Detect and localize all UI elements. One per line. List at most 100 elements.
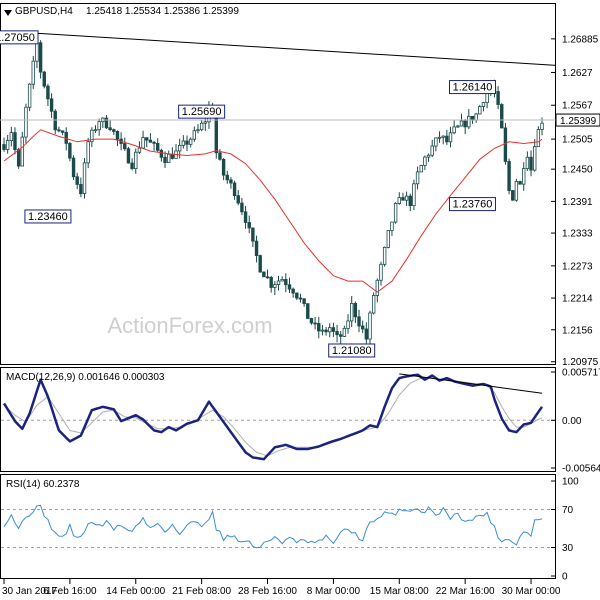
candle-body — [31, 60, 35, 85]
candle-body — [247, 222, 251, 229]
candle-body — [379, 263, 383, 281]
candle-body — [97, 121, 101, 131]
candle-body — [16, 149, 21, 167]
rsi-y-ticks: 100 70 30 0 — [551, 477, 579, 583]
price-tick-label: 1.26885 — [562, 34, 599, 45]
price-callout-box — [328, 343, 376, 358]
candle-body — [20, 136, 24, 167]
watermark-text: ActionForex.com — [107, 313, 272, 338]
price-panel — [0, 3, 556, 365]
candle-body — [221, 158, 226, 176]
candle-body — [393, 203, 398, 223]
price-tick-label: 1.2450 — [562, 165, 593, 176]
current-price-tag: 1.25399 — [555, 113, 600, 127]
candle-body — [317, 323, 321, 332]
price-trendline — [0, 30, 557, 66]
candle-body — [390, 221, 394, 231]
candle-body — [309, 318, 314, 324]
price-callout-box — [178, 104, 226, 119]
macd-tick-label: 0.00 — [562, 416, 582, 427]
candle-body — [503, 127, 508, 162]
candle-body — [57, 129, 61, 132]
candle-body — [82, 162, 87, 195]
candle-body — [166, 153, 171, 164]
candle-body — [375, 279, 380, 296]
candle-body — [459, 120, 464, 127]
candle-body — [123, 143, 127, 150]
candle-body — [5, 140, 10, 150]
candle-body — [75, 176, 79, 185]
candle-body — [335, 331, 339, 336]
candle-body — [188, 138, 193, 145]
x-tick-label: 28 Feb 16:00 — [238, 586, 297, 597]
candle-body — [27, 83, 32, 108]
candle-body — [500, 104, 504, 129]
candle-body — [419, 165, 423, 173]
macd-y-ticks: 0.005717 0.00 -0.005645 — [551, 368, 600, 475]
x-tick-label: 22 Mar 16:00 — [436, 586, 495, 597]
rsi-tick-label: 100 — [562, 477, 579, 488]
candle-body — [181, 140, 186, 146]
candle-body — [448, 132, 453, 143]
candle-body — [71, 157, 76, 178]
price-tick-label: 1.2156 — [562, 325, 593, 336]
candle-body — [86, 141, 90, 164]
candle-body — [203, 121, 207, 124]
candle-body — [145, 137, 149, 141]
candle-body — [463, 120, 467, 128]
price-callout-box — [0, 30, 39, 45]
candle-body — [324, 329, 328, 333]
candle-body — [2, 144, 6, 150]
price-callout-label: 1.23460 — [28, 211, 68, 223]
price-tick-label: 1.2214 — [562, 294, 593, 305]
candle-body — [192, 130, 197, 140]
candle-body — [357, 316, 361, 327]
candle-body — [320, 329, 325, 332]
candle-body — [467, 115, 471, 128]
candle-body — [170, 153, 175, 159]
candle-body — [386, 230, 390, 248]
candle-body — [423, 156, 427, 166]
price-callout-label: 1.21080 — [332, 345, 372, 357]
candle-body — [126, 148, 131, 164]
candle-body — [496, 91, 500, 105]
macd-label: MACD(12,26,9) 0.001646 0.000303 — [6, 372, 165, 383]
x-tick-label: 15 Mar 08:00 — [370, 586, 429, 597]
macd-trendline — [399, 373, 543, 394]
candle-body — [225, 174, 229, 181]
candle-body — [163, 156, 167, 164]
price-callouts: 1.27050 1.23460 1.25690 1.21080 1.26140 1.237… — [0, 30, 496, 358]
candle-body — [49, 98, 54, 112]
candle-body — [156, 142, 160, 151]
candle-body — [445, 135, 449, 143]
macd-tick-label: 0.005717 — [562, 368, 600, 379]
candle-body — [452, 126, 456, 134]
price-callout-box — [448, 80, 496, 95]
candle-body — [511, 190, 515, 201]
candle-body — [522, 168, 526, 185]
candle-body — [295, 292, 299, 299]
candle-body — [229, 179, 233, 184]
price-tick-label: 1.2505 — [562, 135, 593, 146]
candle-body — [302, 298, 306, 305]
candle-body — [196, 129, 200, 132]
candle-body — [371, 295, 376, 314]
candle-body — [514, 181, 519, 201]
candle-body — [331, 327, 336, 332]
candle-body — [90, 129, 94, 143]
candle-body — [35, 42, 39, 62]
candle-body — [218, 152, 222, 160]
rsi-panel — [0, 474, 556, 579]
candle-body — [368, 312, 372, 340]
candle-body — [474, 113, 478, 121]
candle-body — [408, 195, 412, 206]
candle-body — [276, 280, 281, 285]
candle-body — [24, 106, 28, 138]
rsi-tick-label: 30 — [562, 543, 574, 554]
candle-body — [236, 195, 240, 204]
candle-body — [214, 117, 218, 154]
candle-body — [306, 303, 310, 319]
price-callout-box — [448, 197, 496, 212]
candle-body — [134, 151, 138, 169]
candle-body — [382, 246, 387, 265]
